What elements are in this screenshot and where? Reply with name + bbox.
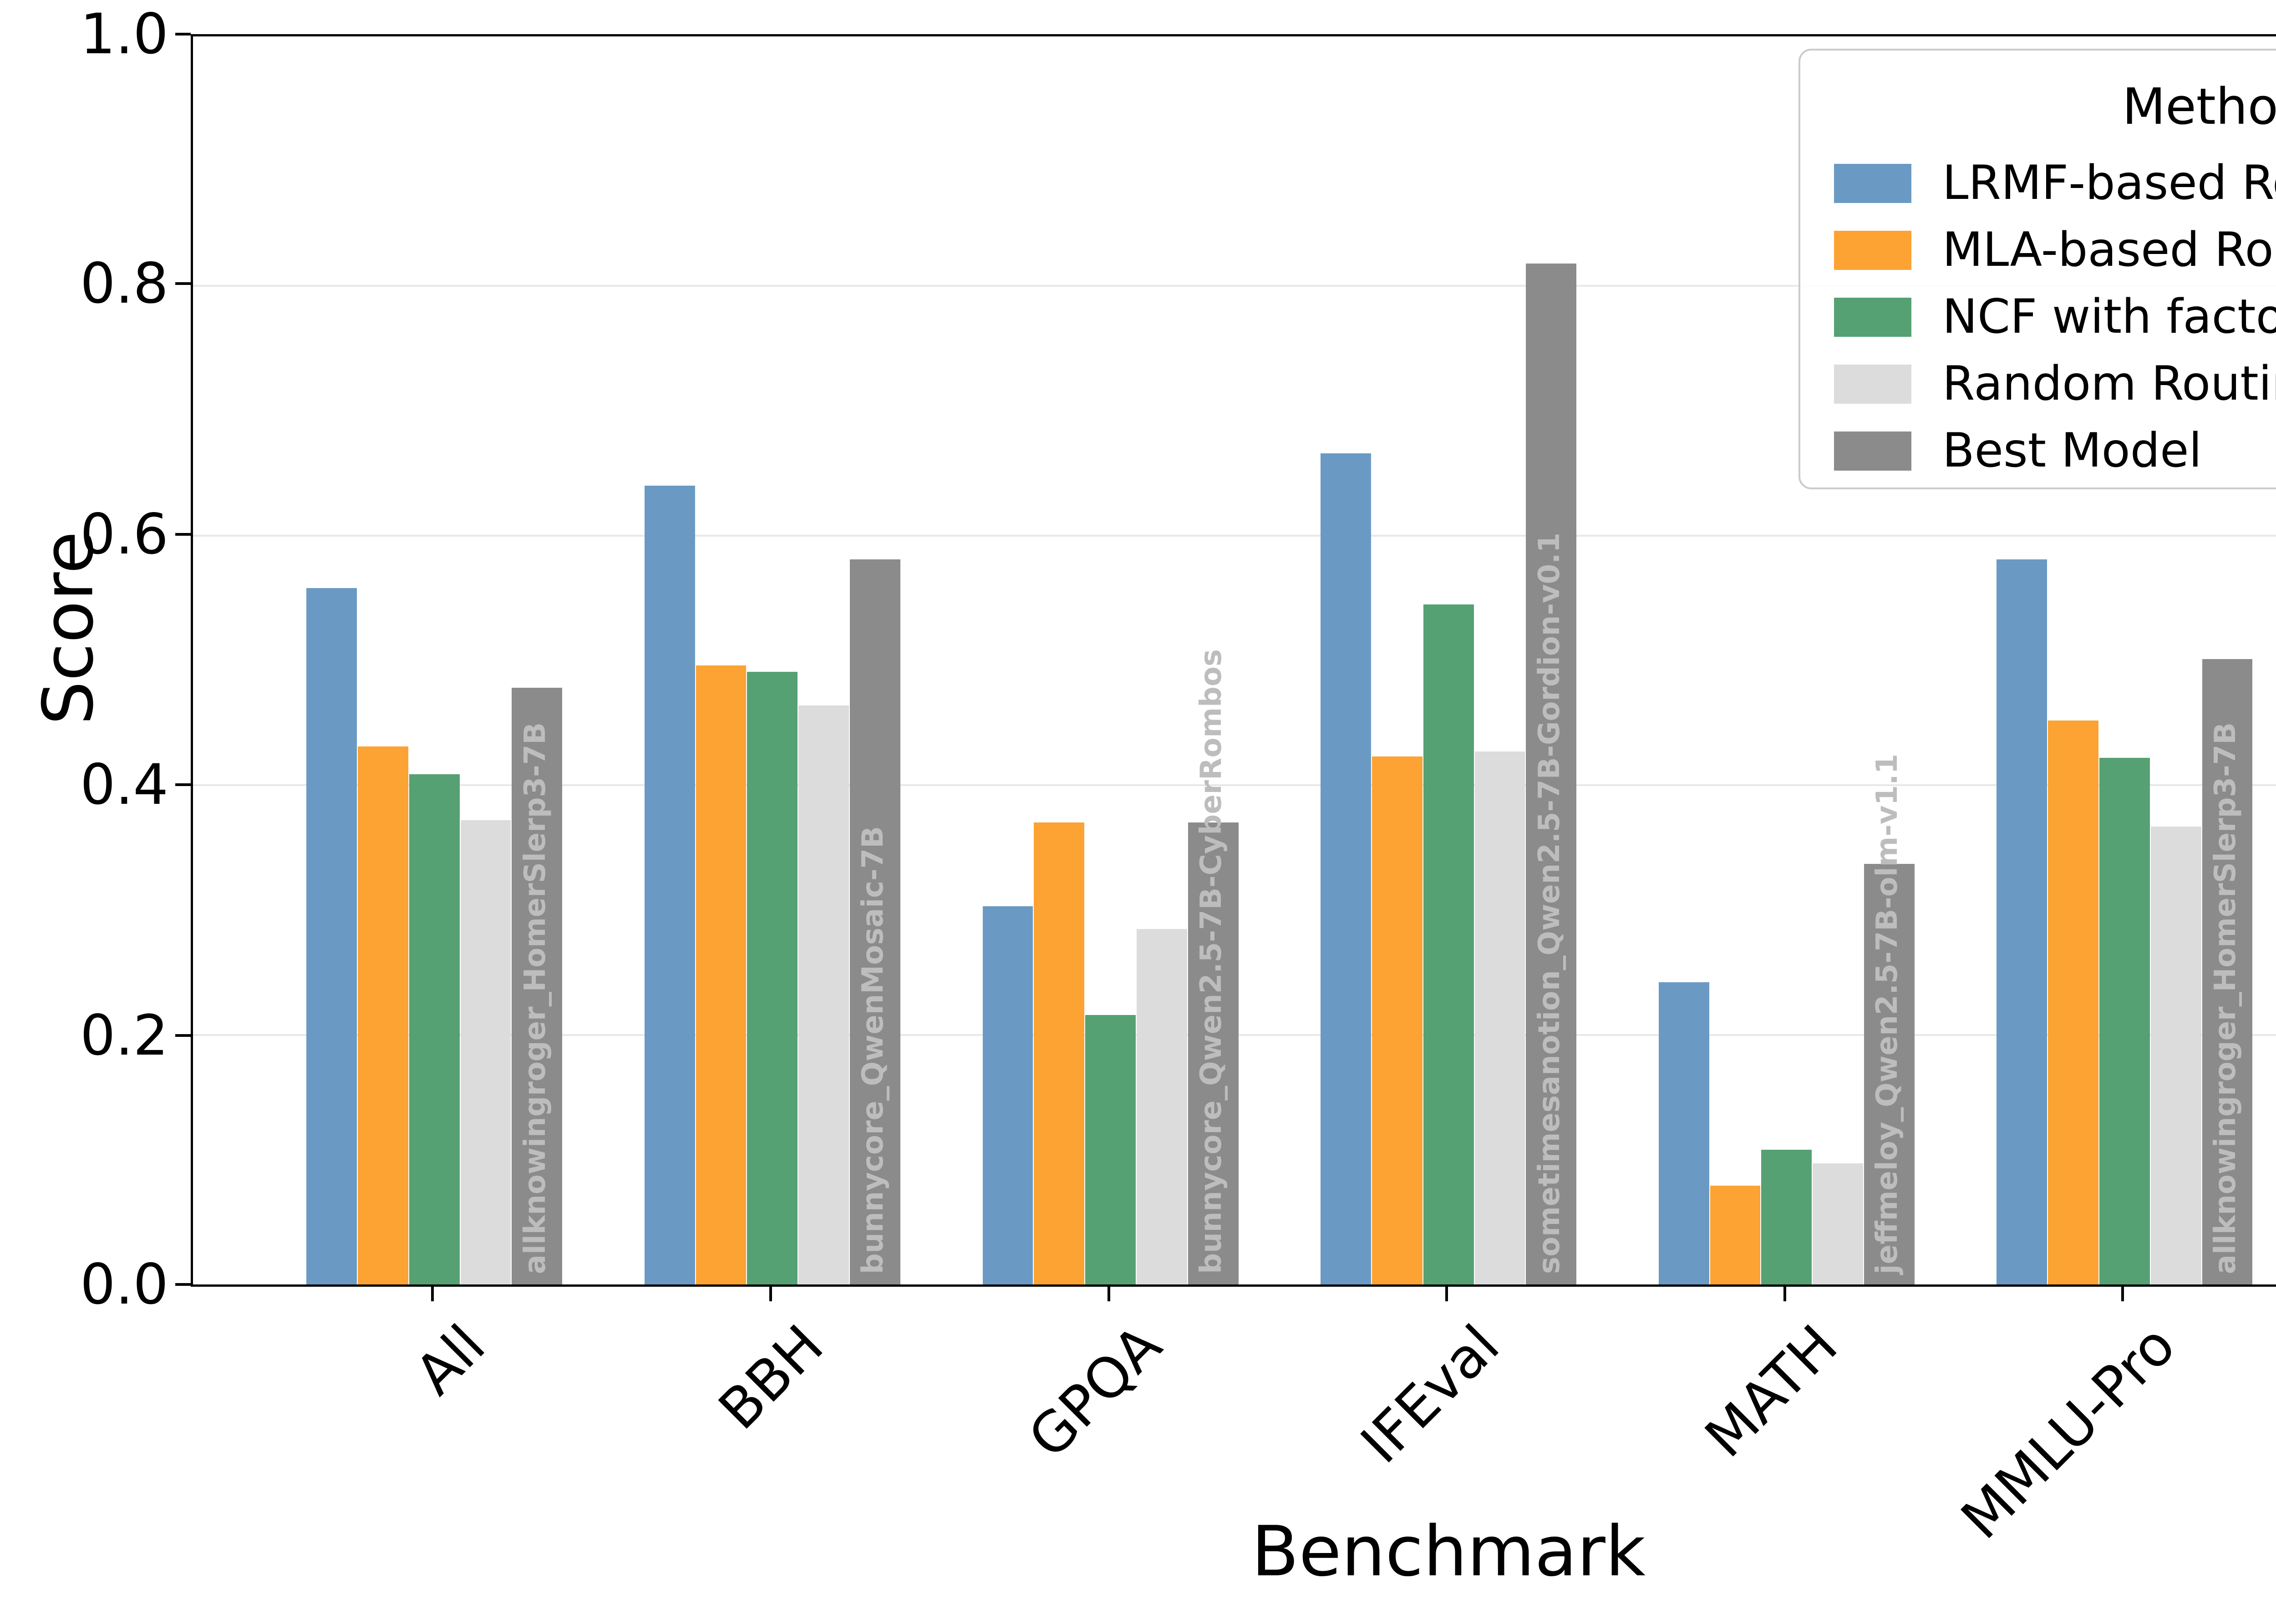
bar-best-model-gpqa <box>1188 822 1239 1284</box>
y-tick-mark-1.0 <box>175 33 191 36</box>
legend-swatch-random-routing <box>1834 364 1911 404</box>
x-tick-mark-gpqa <box>1107 1287 1110 1301</box>
legend: Method LRMF-based Routing MLA-based Routi… <box>1798 49 2276 489</box>
bar-random-routing-bbh <box>798 705 849 1284</box>
y-tick-label-0.2: 0.2 <box>80 1003 168 1068</box>
bar-mla-based-routing-mmlu-pro <box>2048 720 2098 1284</box>
best-model-bar-label-gpqa: bunnycore_Qwen2.5-7B-CyberRombos <box>1194 649 1229 1274</box>
y-tick-mark-0.8 <box>175 282 191 285</box>
bar-lrmf-based-routing-bbh <box>644 486 695 1284</box>
y-tick-label-0.6: 0.6 <box>80 502 168 567</box>
legend-item-label: NCF with factors-based Routing <box>1942 289 2276 344</box>
bar-best-model-all <box>512 688 563 1284</box>
bar-best-model-math <box>1864 863 1915 1284</box>
y-tick-mark-0.4 <box>175 783 191 787</box>
legend-item-label: MLA-based Routing <box>1942 223 2276 277</box>
legend-swatch-mla-based-routing <box>1834 230 1911 270</box>
x-tick-label-gpqa: GPQA <box>1016 1313 1174 1471</box>
legend-swatch-lrmf-based-routing <box>1834 163 1911 203</box>
best-model-bar-label-ifeval: sometimesanotion_Qwen2.5-7B-Gordion-v0.1 <box>1532 533 1566 1274</box>
x-tick-mark-mmlu-pro <box>2121 1287 2124 1301</box>
bar-ncf-with-factors-based-routing-ifeval <box>1423 604 1474 1284</box>
bar-mla-based-routing-ifeval <box>1372 756 1422 1284</box>
y-tick-label-1.0: 1.0 <box>80 2 168 66</box>
best-model-bar-label-bbh: bunnycore_QwenMosaic-7B <box>856 826 890 1274</box>
y-tick-label-0.4: 0.4 <box>80 752 168 817</box>
bar-ncf-with-factors-based-routing-all <box>409 774 460 1284</box>
legend-item-ncf-with-factors-based-routing: NCF with factors-based Routing <box>1800 284 2276 350</box>
best-model-bar-label-mmlu-pro: allknowingroger_HomerSlerp3-7B <box>2208 722 2242 1274</box>
bar-random-routing-math <box>1813 1163 1863 1284</box>
bar-lrmf-based-routing-mmlu-pro <box>1997 559 2047 1284</box>
bar-ncf-with-factors-based-routing-bbh <box>747 671 798 1284</box>
legend-item-mla-based-routing: MLA-based Routing <box>1800 217 2276 284</box>
bar-best-model-mmlu-pro <box>2202 659 2253 1284</box>
y-tick-mark-0.6 <box>175 533 191 536</box>
x-tick-label-math: MATH <box>1692 1313 1850 1470</box>
legend-item-label: Best Model <box>1942 423 2202 478</box>
x-tick-label-mmlu-pro: MMLU-Pro <box>1949 1313 2188 1552</box>
x-axis-label: Benchmark <box>1251 1511 1646 1592</box>
legend-swatch-best-model <box>1834 431 1911 471</box>
bar-random-routing-mmlu-pro <box>2150 826 2201 1284</box>
bar-best-model-ifeval <box>1526 264 1577 1284</box>
bar-random-routing-ifeval <box>1474 751 1525 1284</box>
best-model-bar-label-math: jeffmeloy_Qwen2.5-7B-olm-v1.1 <box>1870 753 1905 1274</box>
bar-ncf-with-factors-based-routing-math <box>1761 1149 1812 1284</box>
y-tick-label-0.8: 0.8 <box>80 251 168 316</box>
legend-item-lrmf-based-routing: LRMF-based Routing <box>1800 150 2276 217</box>
legend-item-best-model: Best Model <box>1800 417 2276 484</box>
bar-random-routing-all <box>460 820 511 1284</box>
y-tick-mark-0.2 <box>175 1034 191 1037</box>
best-model-bar-label-all: allknowingroger_HomerSlerp3-7B <box>518 722 552 1274</box>
y-tick-label-0.0: 0.0 <box>80 1252 168 1317</box>
x-tick-label-ifeval: IFEval <box>1348 1313 1512 1476</box>
y-tick-mark-0.0 <box>175 1283 191 1286</box>
x-tick-mark-ifeval <box>1445 1287 1448 1301</box>
bar-lrmf-based-routing-ifeval <box>1321 453 1371 1284</box>
gridline-y-0.4 <box>193 784 2276 787</box>
bar-mla-based-routing-gpqa <box>1034 822 1085 1284</box>
bar-ncf-with-factors-based-routing-gpqa <box>1085 1015 1136 1284</box>
x-tick-mark-all <box>431 1287 434 1301</box>
bar-random-routing-gpqa <box>1136 929 1187 1284</box>
legend-item-random-routing: Random Routing <box>1800 350 2276 417</box>
bar-mla-based-routing-bbh <box>696 665 747 1284</box>
legend-item-label: LRMF-based Routing <box>1942 156 2276 210</box>
x-tick-mark-bbh <box>769 1287 772 1301</box>
bar-lrmf-based-routing-gpqa <box>982 906 1033 1284</box>
gridline-y-0.6 <box>193 534 2276 537</box>
bar-best-model-bbh <box>850 559 900 1284</box>
legend-swatch-ncf-with-factors-based-routing <box>1834 297 1911 337</box>
x-tick-mark-math <box>1783 1287 1786 1301</box>
bar-ncf-with-factors-based-routing-mmlu-pro <box>2099 757 2150 1284</box>
bar-mla-based-routing-all <box>358 746 408 1284</box>
gridline-y-0.8 <box>193 285 2276 287</box>
x-tick-label-bbh: BBH <box>706 1313 836 1442</box>
legend-title: Method <box>2122 77 2276 136</box>
bar-lrmf-based-routing-all <box>306 588 357 1284</box>
legend-item-label: Random Routing <box>1942 356 2276 411</box>
x-tick-label-all: All <box>403 1313 498 1407</box>
legend-items: LRMF-based Routing MLA-based Routing NCF w… <box>1800 150 2276 484</box>
bar-mla-based-routing-math <box>1710 1186 1761 1284</box>
bar-lrmf-based-routing-math <box>1658 982 1709 1284</box>
